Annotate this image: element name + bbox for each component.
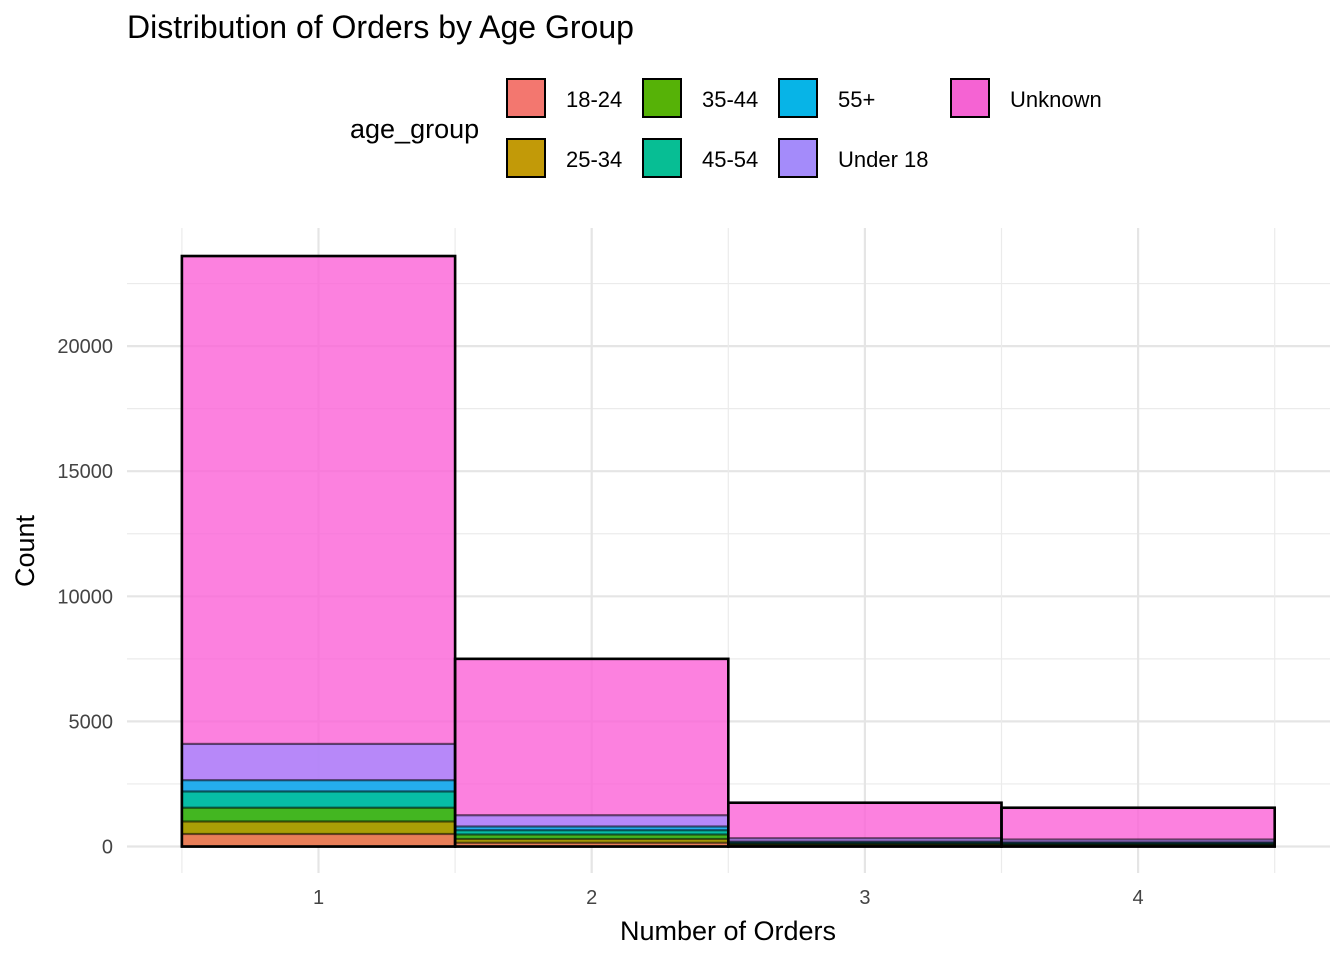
legend-label: Unknown [1010, 87, 1102, 112]
bar-outline-4 [1000, 806, 1277, 848]
tick-labels: 0 5000 10000 15000 20000 1 2 3 4 [57, 336, 1143, 909]
y-axis-title: Count [10, 514, 40, 587]
legend-label: 25-34 [566, 147, 623, 172]
x-tick-label: 4 [1133, 887, 1144, 909]
legend-swatch [642, 138, 682, 178]
chart-title: Distribution of Orders by Age Group [127, 9, 634, 45]
legend-label: 55+ [838, 87, 876, 112]
legend-swatch [642, 78, 682, 118]
bars [180, 254, 1277, 848]
legend-swatch [778, 78, 818, 118]
x-axis-title: Number of Orders [620, 916, 836, 946]
y-tick-label: 5000 [69, 711, 114, 733]
legend-label: 35-44 [702, 87, 759, 112]
x-tick-label: 1 [313, 887, 324, 909]
y-tick-label: 15000 [57, 461, 113, 483]
x-tick-label: 3 [859, 887, 870, 909]
legend-label: Under 18 [838, 147, 929, 172]
legend-swatch [778, 138, 818, 178]
legend-swatch [506, 138, 546, 178]
bar-outline-2 [453, 657, 730, 848]
bar-18-24-1 [180, 832, 457, 848]
y-tick-label: 20000 [57, 336, 113, 358]
y-tick-label: 0 [102, 837, 113, 859]
x-tick-label: 2 [586, 887, 597, 909]
y-tick-label: 10000 [57, 586, 113, 608]
legend-title: age_group [350, 114, 480, 144]
legend-label: 45-54 [702, 147, 759, 172]
bar-outline-1 [180, 254, 457, 848]
legend-swatch [950, 78, 990, 118]
legend-swatch [506, 78, 546, 118]
legend-label: 18-24 [566, 87, 623, 112]
